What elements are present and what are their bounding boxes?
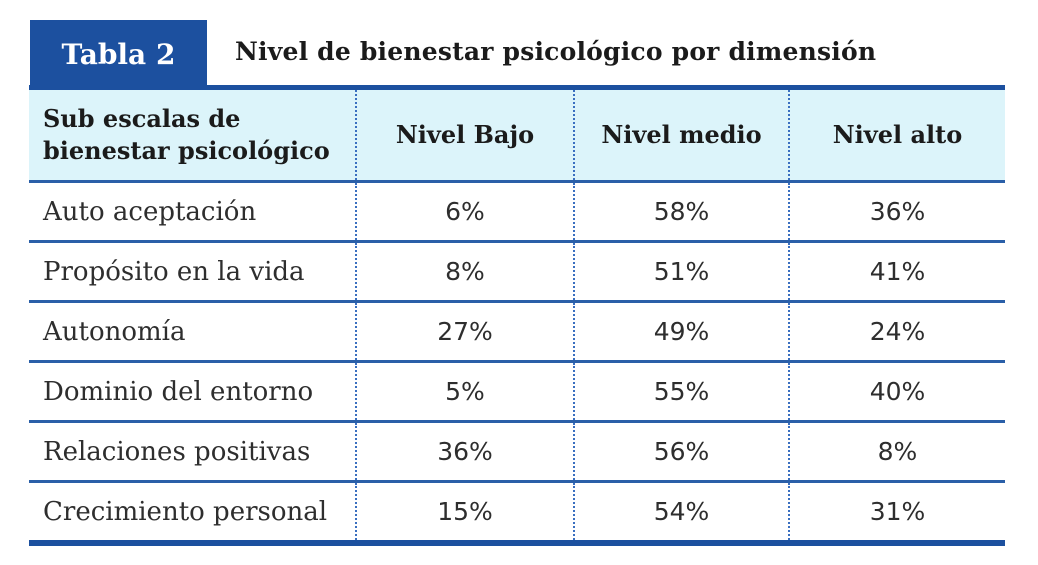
column-header-nivel-medio: Nivel medio: [573, 90, 788, 180]
data-table: Sub escalas de bienestar psicológico Niv…: [29, 85, 1005, 546]
table-row: Propósito en la vida 8% 51% 41%: [29, 240, 1005, 300]
table-row: Autonomía 27% 49% 24%: [29, 300, 1005, 360]
cell-value: 41%: [869, 257, 926, 286]
table-row: Dominio del entorno 5% 55% 40%: [29, 360, 1005, 420]
table-row: Auto aceptación 6% 58% 36%: [29, 180, 1005, 240]
cell-value: 6%: [445, 197, 485, 226]
row-label: Relaciones positivas: [43, 436, 311, 467]
cell-value: 15%: [437, 497, 493, 526]
table-row: Relaciones positivas 36% 56% 8%: [29, 420, 1005, 480]
column-header-subescalas: Sub escalas de bienestar psicológico: [43, 104, 330, 165]
cell-value: 5%: [445, 377, 485, 406]
cell-value: 55%: [653, 377, 710, 406]
cell-value: 40%: [869, 377, 926, 406]
column-header-nivel-bajo: Nivel Bajo: [355, 90, 573, 180]
row-label: Auto aceptación: [43, 196, 257, 227]
cell-value: 49%: [653, 317, 710, 346]
row-label: Dominio del entorno: [43, 376, 314, 407]
cell-value: 31%: [869, 497, 926, 526]
cell-value: 51%: [653, 257, 710, 286]
cell-value: 58%: [653, 197, 710, 226]
table-number-badge: Tabla 2: [30, 20, 207, 89]
cell-value: 8%: [877, 437, 918, 466]
row-label: Crecimiento personal: [43, 496, 328, 527]
cell-value: 24%: [869, 317, 926, 346]
row-label: Propósito en la vida: [43, 256, 305, 287]
cell-value: 54%: [653, 497, 710, 526]
cell-value: 36%: [869, 197, 926, 226]
cell-value: 56%: [653, 437, 710, 466]
row-label: Autonomía: [43, 316, 186, 347]
table-number-label: Tabla 2: [61, 38, 176, 71]
table-row: Crecimiento personal 15% 54% 31%: [29, 480, 1005, 540]
table-header-row: Sub escalas de bienestar psicológico Niv…: [29, 90, 1005, 180]
cell-value: 36%: [437, 437, 493, 466]
table-title: Nivel de bienestar psicológico por dimen…: [235, 37, 877, 66]
cell-value: 8%: [445, 257, 485, 286]
column-header-nivel-alto: Nivel alto: [788, 90, 1005, 180]
cell-value: 27%: [437, 317, 493, 346]
